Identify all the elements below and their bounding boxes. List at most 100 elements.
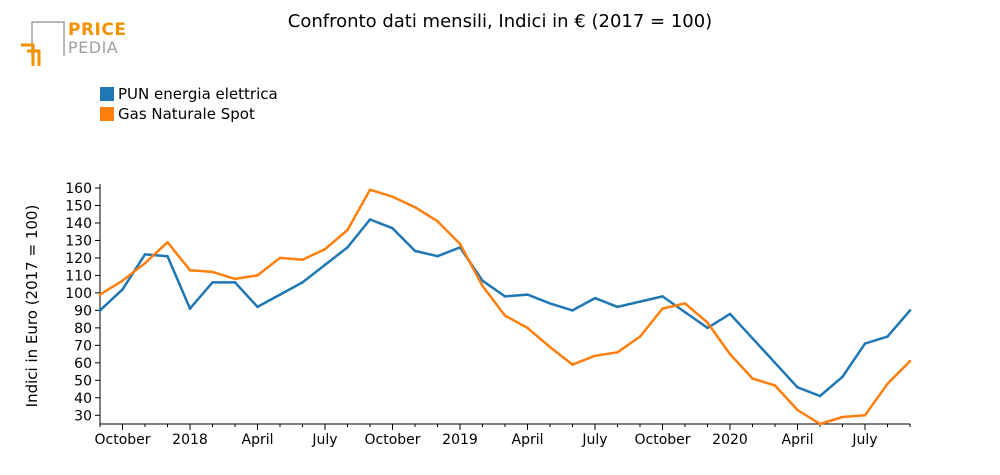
legend-item-pun[interactable]: PUN energia elettrica <box>100 84 278 104</box>
data-point-pun <box>796 385 799 389</box>
data-point-pun <box>503 295 507 298</box>
x-tick-label: April <box>242 432 274 448</box>
data-point-gas <box>571 363 574 366</box>
data-point-gas <box>413 205 417 209</box>
chart-title: Confronto dati mensili, Indici in € (201… <box>287 11 713 32</box>
data-point-gas <box>143 261 147 265</box>
x-tick-label: July <box>311 432 337 448</box>
data-point-pun <box>548 302 552 305</box>
data-point-gas <box>368 188 372 192</box>
data-point-gas <box>98 293 102 296</box>
data-point-gas <box>188 268 192 272</box>
data-point-pun <box>908 309 912 312</box>
data-point-gas <box>391 195 394 199</box>
logo-text-price: PRICE <box>68 20 127 40</box>
pricepedia-logo: PRICE PEDIA <box>20 20 130 68</box>
data-point-gas <box>751 377 754 380</box>
data-point-pun <box>188 307 192 310</box>
data-point-gas <box>548 345 552 349</box>
data-point-pun <box>818 394 822 398</box>
data-point-pun <box>593 296 597 300</box>
data-point-pun <box>278 293 282 296</box>
data-point-gas <box>818 422 822 426</box>
data-point-pun <box>728 312 732 316</box>
legend-swatch-gas <box>100 107 114 121</box>
data-point-gas <box>121 279 124 282</box>
data-point-gas <box>638 335 642 338</box>
data-point-pun <box>143 253 147 256</box>
x-tick-label: July <box>581 432 607 448</box>
x-tick-label: April <box>512 432 544 448</box>
y-tick-label: 130 <box>65 233 92 249</box>
x-tick-label: April <box>782 432 814 448</box>
data-point-pun <box>233 281 237 284</box>
data-point-gas <box>908 359 912 363</box>
data-point-gas <box>593 354 597 358</box>
y-tick-label: 120 <box>65 251 92 267</box>
y-tick-label: 160 <box>65 181 92 197</box>
data-point-pun <box>166 254 169 258</box>
data-point-pun <box>886 335 889 338</box>
data-point-gas <box>503 314 507 317</box>
data-point-gas <box>796 408 799 412</box>
data-point-gas <box>683 302 687 305</box>
data-point-gas <box>323 247 327 251</box>
data-point-pun <box>481 279 484 282</box>
data-point-pun <box>841 375 844 379</box>
data-point-gas <box>436 219 439 223</box>
series-lines <box>98 188 912 426</box>
data-point-gas <box>728 352 732 356</box>
data-point-pun <box>413 249 417 253</box>
data-point-gas <box>301 258 304 261</box>
data-point-pun <box>121 288 124 291</box>
y-tick-label: 60 <box>74 356 92 372</box>
data-point-pun <box>391 226 394 230</box>
data-point-pun <box>368 218 372 221</box>
y-tick-label: 90 <box>74 303 92 319</box>
data-point-gas <box>346 228 349 232</box>
data-point-pun <box>683 310 687 314</box>
y-tick-label: 50 <box>74 373 92 389</box>
x-axis: October 2018 April July October 2019 April July… <box>94 423 911 448</box>
data-point-gas <box>166 240 169 244</box>
y-tick-label: 80 <box>74 321 92 337</box>
data-point-gas <box>841 415 844 419</box>
data-point-pun <box>661 295 664 298</box>
data-point-gas <box>233 277 237 281</box>
data-point-pun <box>773 361 777 365</box>
x-tick-label: October <box>94 432 150 448</box>
y-axis-title: Indici in Euro (2017 = 100) <box>23 205 41 408</box>
data-point-gas <box>458 242 462 246</box>
data-point-gas <box>661 307 664 310</box>
y-tick-label: 40 <box>74 391 92 407</box>
legend: PUN energia elettrica Gas Naturale Spot <box>100 84 278 124</box>
data-point-gas <box>481 284 484 288</box>
x-tick-label: 2020 <box>712 432 748 448</box>
series-line-pun <box>99 218 911 398</box>
data-point-gas <box>706 321 709 324</box>
data-point-gas <box>278 256 282 260</box>
x-tick-label: July <box>851 432 877 448</box>
data-point-gas <box>886 382 889 386</box>
data-point-pun <box>638 300 642 303</box>
series-line-gas <box>99 188 911 426</box>
x-tick-label: October <box>364 432 420 448</box>
y-tick-label: 100 <box>65 286 92 302</box>
data-point-gas <box>211 270 214 274</box>
data-point-pun <box>571 309 574 312</box>
logo-mark-icon <box>21 21 65 66</box>
data-point-pun <box>323 263 327 267</box>
data-point-pun <box>98 309 102 312</box>
data-point-pun <box>706 326 709 330</box>
data-point-gas <box>526 326 529 330</box>
data-point-gas <box>863 413 867 417</box>
logo-text-pedia: PEDIA <box>68 38 119 57</box>
legend-item-gas[interactable]: Gas Naturale Spot <box>100 104 278 124</box>
data-point-pun <box>863 342 867 345</box>
data-point-pun <box>301 281 304 284</box>
legend-label-pun: PUN energia elettrica <box>118 85 278 103</box>
data-point-pun <box>616 305 619 309</box>
y-tick-label: 70 <box>74 338 92 354</box>
x-tick-label: 2019 <box>442 432 478 448</box>
